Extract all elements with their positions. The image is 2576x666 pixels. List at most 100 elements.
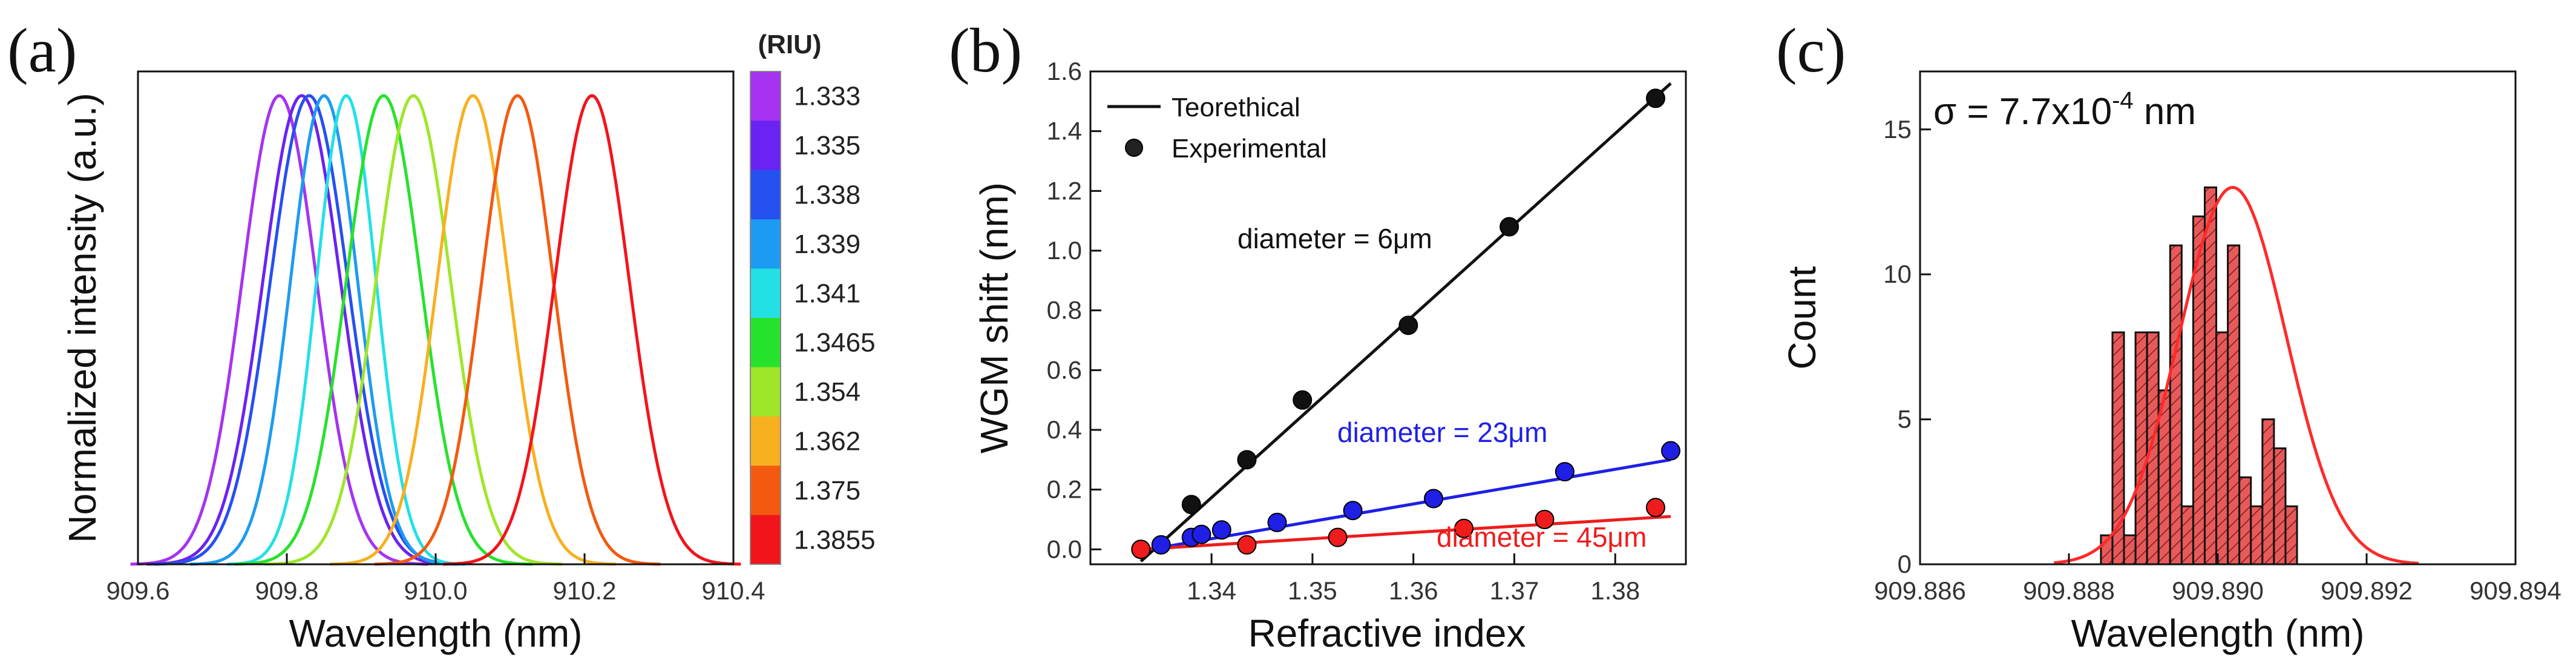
colorbar-label: 1.341: [794, 279, 860, 308]
x-tick-label: 1.35: [1288, 576, 1337, 605]
colorbar-label: 1.375: [794, 476, 860, 506]
histogram-bar: [2180, 505, 2194, 565]
y-tick-label: 0.0: [1047, 535, 1082, 563]
colorbar-swatch: [750, 170, 781, 220]
sigma-annotation-exponent: -4: [2112, 87, 2134, 114]
panel-a-spectra: [130, 94, 741, 566]
histogram-bar: [2227, 244, 2241, 565]
histogram-bar: [2273, 447, 2287, 565]
y-tick-label: 1.2: [1047, 176, 1082, 205]
spectrum-curve-1.3855: [443, 94, 741, 566]
spectrum-curve-1.362: [330, 94, 616, 566]
spectrum-curve-1.3465: [234, 94, 533, 566]
y-tick-label: 0.2: [1047, 475, 1082, 504]
colorbar-label: 1.3855: [794, 525, 876, 555]
x-tick-label: 909.8: [255, 576, 318, 605]
panel-a-x-ticks: 909.6 909.8 910.0 910.2 910.4: [106, 553, 765, 605]
x-tick-label: 1.38: [1590, 576, 1640, 605]
y-tick-label: 0: [1898, 550, 1912, 578]
colorbar-label: 1.354: [794, 377, 860, 407]
data-point: [1151, 535, 1171, 555]
data-point: [1343, 501, 1363, 521]
annotation-6um: diameter = 6μm: [1237, 223, 1432, 254]
histogram-bar: [2261, 418, 2275, 565]
x-tick-label: 909.890: [2172, 576, 2264, 605]
panel-a-x-label: Wavelength (nm): [289, 612, 583, 655]
spectrum-curve-1.375: [375, 94, 661, 566]
sigma-annotation: σ = 7.7x10-4 nm: [1933, 87, 2196, 133]
histogram-bar: [2250, 505, 2264, 565]
spectrum-curve-1.339: [190, 94, 458, 566]
data-point: [1131, 539, 1151, 559]
data-point: [1645, 498, 1665, 518]
colorbar-label: 1.338: [794, 180, 860, 210]
annotation-45um: diameter = 45μm: [1437, 521, 1647, 553]
x-tick-label: 910.4: [701, 576, 765, 605]
histogram-bar: [2284, 505, 2298, 565]
colorbar-swatch: [750, 515, 781, 565]
sigma-annotation-unit: nm: [2134, 91, 2196, 133]
colorbar-label: 1.339: [794, 229, 860, 259]
colorbar-title: (RIU): [758, 30, 821, 59]
histogram-bar: [2134, 331, 2148, 565]
panel-a-label: (a): [7, 16, 77, 85]
spectrum-curve-1.338: [154, 94, 464, 566]
x-tick-label: 1.34: [1187, 576, 1236, 605]
x-tick-label: 909.892: [2321, 576, 2413, 605]
colorbar: 1.333 1.335 1.338 1.339 1.341 1.3465 1.354 1.36…: [750, 71, 876, 565]
y-tick-label: 1.0: [1047, 236, 1082, 265]
colorbar-label: 1.335: [794, 131, 860, 160]
colorbar-swatch: [750, 71, 781, 121]
colorbar-label: 1.3465: [794, 328, 876, 358]
x-tick-label: 909.886: [1874, 576, 1966, 605]
histogram-bar: [2169, 244, 2183, 565]
panel-b-plot: [1131, 82, 1680, 562]
data-point: [1211, 520, 1231, 540]
colorbar-swatch: [750, 120, 781, 171]
colorbar-swatch: [750, 219, 781, 269]
colorbar-swatch: [750, 318, 781, 368]
panel-b-frame: [1089, 70, 1687, 565]
y-tick-label: 5: [1898, 405, 1912, 434]
x-tick-label: 909.894: [2469, 576, 2561, 605]
colorbar-label: 1.333: [794, 82, 860, 111]
annotation-23um: diameter = 23μm: [1337, 417, 1547, 448]
data-point: [1499, 217, 1519, 237]
y-tick-label: 0.8: [1047, 296, 1082, 325]
y-tick-label: 0.4: [1047, 415, 1082, 444]
y-tick-label: 10: [1883, 260, 1912, 288]
data-point: [1660, 441, 1680, 461]
data-point: [1645, 88, 1665, 108]
histogram-bar: [2215, 331, 2229, 565]
data-point: [1237, 535, 1257, 555]
panel-b-label: (b): [949, 16, 1022, 85]
x-tick-label: 909.6: [106, 576, 169, 605]
x-tick-label: 910.2: [552, 576, 616, 605]
legend-theoretical: Teorethical: [1172, 93, 1300, 122]
panel-b-x-label: Refractive index: [1248, 612, 1526, 655]
spectrum-curve-1.354: [264, 94, 563, 566]
colorbar-swatch: [750, 268, 781, 318]
panel-c-x-label: Wavelength (nm): [2071, 612, 2365, 655]
fit-line: [1141, 515, 1671, 551]
panel-a: (a) 909.6 909.8 910.0 910.2 910.4 Wavelength…: [7, 16, 876, 655]
panel-c-plot: [2054, 185, 2419, 565]
colorbar-swatch: [750, 367, 781, 417]
data-point: [1454, 518, 1474, 538]
colorbar-swatch: [750, 466, 781, 516]
panel-b: (b) 1.34 1.35 1.36 1.37 1.38 0.0 0.2 0.4 0.6 0.8…: [949, 16, 1687, 655]
legend-experimental: Experimental: [1172, 134, 1327, 163]
panel-c-label: (c): [1776, 16, 1846, 85]
x-tick-label: 910.0: [404, 576, 467, 605]
data-point: [1328, 527, 1348, 547]
data-point: [1267, 512, 1287, 532]
colorbar-swatch: [750, 416, 781, 466]
data-point: [1293, 390, 1313, 410]
sigma-annotation-base: σ = 7.7x10: [1933, 91, 2112, 133]
colorbar-label: 1.362: [794, 427, 860, 457]
panel-c-x-ticks: 909.886 909.888 909.890 909.892 909.894: [1874, 553, 2561, 605]
panel-c: (c) 909.886 909.888 909.890 909.892 909.894 …: [1776, 16, 2561, 655]
histogram-bar: [2203, 186, 2218, 565]
y-tick-label: 15: [1883, 115, 1912, 143]
colorbar-border: [750, 71, 781, 565]
